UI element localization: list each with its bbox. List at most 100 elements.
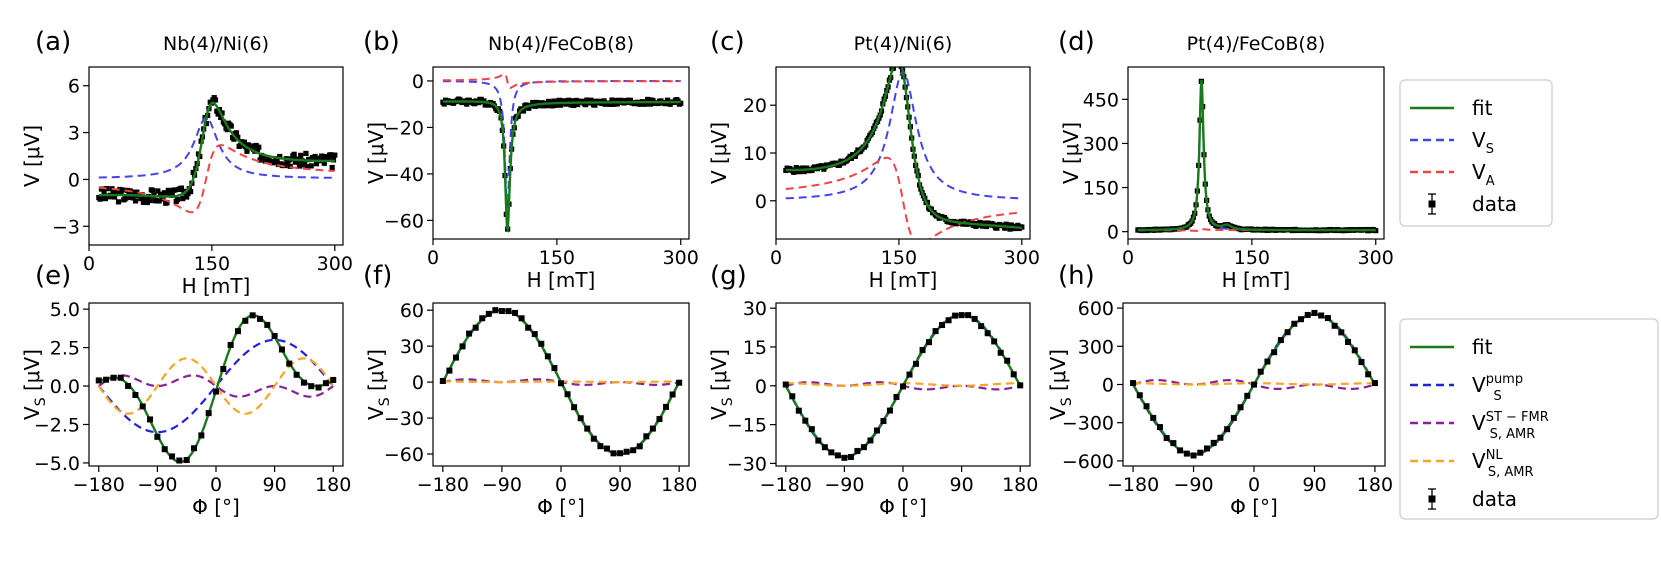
data-point xyxy=(237,143,244,149)
panel-h: (h) −180 −90 0 90 180 −600 −300 0 300 600 Φ [°] VS [… xyxy=(1046,261,1393,519)
data-series xyxy=(95,312,337,464)
axes-frame xyxy=(432,66,690,240)
panel-d: (d) Pt(4)/FeCoB(8) 0 150 300 0 150 300 450 H [mT]… xyxy=(1058,27,1394,292)
data-point xyxy=(307,156,313,162)
data-point xyxy=(224,127,230,133)
data-point xyxy=(264,321,271,328)
data-point xyxy=(330,376,337,383)
y-tick-label: 0 xyxy=(1107,222,1119,244)
x-tick-label: −90 xyxy=(824,474,864,496)
data-point xyxy=(313,161,320,167)
data-point xyxy=(828,449,835,456)
data-point xyxy=(1331,322,1338,329)
x-tick-label: 90 xyxy=(950,474,974,496)
panel-c: (c) Pt(4)/Ni(6) 0 150 300 0 10 20 H [mT] V [μV] xyxy=(707,27,1040,292)
plot-area xyxy=(439,307,683,457)
y-tick-label: 10 xyxy=(743,143,767,165)
data-point xyxy=(138,196,144,202)
data-point xyxy=(561,98,568,104)
panel-label: (g) xyxy=(710,261,747,291)
data-point xyxy=(854,447,861,454)
data-point xyxy=(253,142,259,149)
x-tick-label: 300 xyxy=(663,247,699,269)
data-point xyxy=(636,443,643,450)
x-tick-label: 150 xyxy=(539,247,575,269)
data-point xyxy=(1291,320,1298,327)
y-tick-label: −15 xyxy=(727,415,767,437)
data-point xyxy=(156,198,162,204)
y-tick-label: −60 xyxy=(384,444,424,466)
data-point xyxy=(154,433,161,440)
x-tick-label: 150 xyxy=(1234,247,1270,269)
x-tick-label: 0 xyxy=(555,474,567,496)
plot-area xyxy=(783,67,1025,239)
panel-label: (b) xyxy=(363,27,400,57)
data-point xyxy=(1304,311,1311,318)
y-tick-label: −20 xyxy=(384,117,424,139)
data-point xyxy=(836,162,843,168)
data-series xyxy=(96,95,338,206)
data-point xyxy=(544,353,551,360)
data-point xyxy=(1257,368,1264,375)
data-marker xyxy=(1428,495,1436,503)
data-point xyxy=(808,426,815,433)
y-tick-label: 30 xyxy=(400,336,424,358)
data-point xyxy=(1230,414,1237,421)
legend-label-fit: fit xyxy=(1472,335,1493,359)
data-point xyxy=(119,187,126,193)
data-point xyxy=(149,187,156,193)
data-point xyxy=(834,452,841,459)
data-point xyxy=(144,199,150,206)
data-point xyxy=(161,190,167,196)
x-axis-label: H [mT] xyxy=(527,268,596,292)
data-point xyxy=(303,150,309,157)
y-tick-label: 300 xyxy=(1078,336,1114,358)
x-tick-label: 180 xyxy=(1357,474,1393,496)
data-point xyxy=(111,194,118,200)
legend-label-fit: fit xyxy=(1472,96,1493,120)
x-axis-label: Φ [°] xyxy=(537,495,585,519)
fit-curve xyxy=(1137,80,1376,232)
data-point xyxy=(1365,371,1372,378)
panel-g: (g) −180 −90 0 90 180 −30 −15 0 15 30 Φ [°] VS [μV] xyxy=(707,261,1038,519)
data-point xyxy=(1010,371,1017,378)
data-point xyxy=(656,416,663,423)
data-point xyxy=(304,164,310,170)
data-point xyxy=(132,198,139,204)
data-point xyxy=(256,315,263,322)
data-point xyxy=(525,324,532,331)
data-point xyxy=(1217,434,1224,441)
vs-curve xyxy=(1137,80,1376,232)
data-point xyxy=(271,158,278,165)
data-point xyxy=(1170,440,1177,447)
data-point xyxy=(792,169,798,175)
data-point xyxy=(663,100,669,107)
data-point xyxy=(190,169,196,176)
data-point xyxy=(557,102,564,108)
data-point xyxy=(1351,347,1358,354)
data-point xyxy=(597,443,604,450)
fit-curve xyxy=(785,67,1022,230)
data-point xyxy=(643,433,650,440)
legend-frame xyxy=(1399,79,1553,227)
data-point xyxy=(926,339,933,346)
y-axis-label: VS [μV] xyxy=(20,349,49,420)
y-tick-label: 6 xyxy=(68,76,80,98)
x-tick-label: 300 xyxy=(317,253,353,275)
y-tick-label: 450 xyxy=(1083,89,1119,111)
data-point xyxy=(867,437,874,444)
data-point xyxy=(261,154,267,161)
x-axis-label: Φ [°] xyxy=(879,495,927,519)
data-series xyxy=(1135,78,1379,234)
data-point xyxy=(567,98,573,104)
data-point xyxy=(234,328,241,335)
data-point xyxy=(185,190,191,197)
data-point xyxy=(168,189,174,195)
x-tick-label: −90 xyxy=(482,474,522,496)
data-point xyxy=(479,315,486,322)
data-point xyxy=(584,97,590,103)
st-fmr-curve xyxy=(98,374,334,398)
vs-curve xyxy=(98,116,335,179)
panel-label: (e) xyxy=(35,261,71,291)
data-point xyxy=(235,134,241,140)
